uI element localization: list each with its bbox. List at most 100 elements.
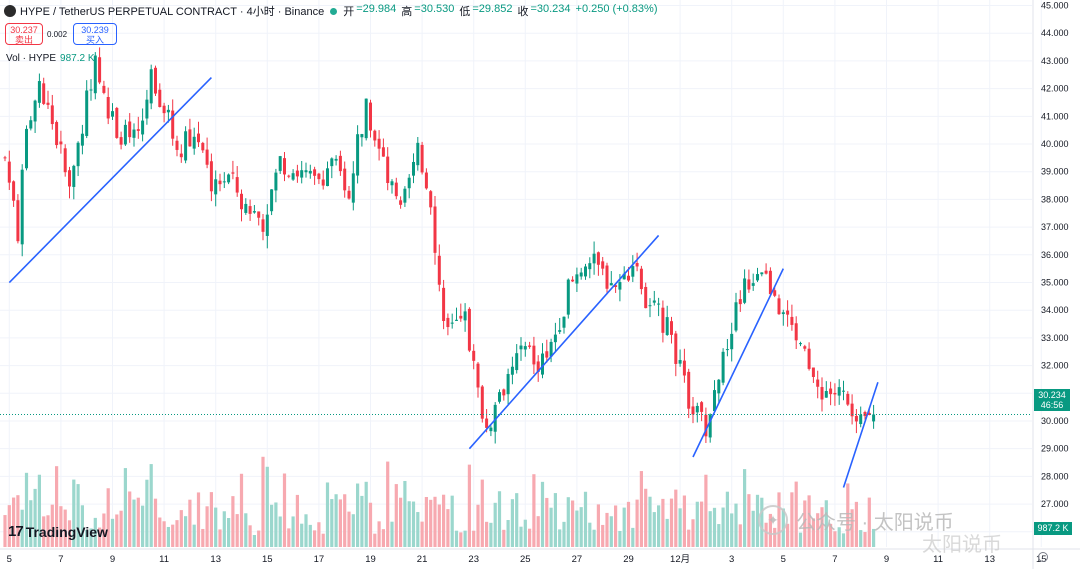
candle-body bbox=[364, 98, 368, 139]
volume-bar bbox=[687, 529, 691, 547]
volume-bar bbox=[528, 528, 532, 547]
candle-body bbox=[859, 414, 863, 425]
candle-body bbox=[455, 319, 458, 321]
candle-body bbox=[627, 275, 630, 281]
candle-body bbox=[596, 252, 600, 265]
tradingview-logo[interactable]: 17 TradingView bbox=[8, 523, 108, 540]
volume-bar bbox=[790, 492, 794, 547]
volume-bar bbox=[136, 497, 140, 547]
volume-bar bbox=[678, 508, 682, 547]
volume-bar bbox=[29, 500, 33, 547]
volume-bar bbox=[291, 516, 295, 547]
candle-body bbox=[403, 188, 407, 203]
candle-body bbox=[141, 120, 145, 135]
volume-legend[interactable]: Vol · HYPE 987.2 K bbox=[6, 53, 95, 64]
candle-body bbox=[463, 311, 467, 321]
candle-body bbox=[799, 343, 802, 345]
volume-bar bbox=[536, 516, 540, 547]
time-axis[interactable]: 5 7 9 11 13 15 17 19 21 23 25 27 29 12月 3 5 7 9 11 13 15 bbox=[0, 548, 1080, 565]
candle-body bbox=[622, 273, 626, 280]
trendline bbox=[468, 234, 660, 450]
symbol-title[interactable]: HYPE / TetherUS PERPETUAL CONTRACT · 4小时… bbox=[20, 6, 325, 18]
volume-label: Vol · HYPE bbox=[6, 53, 57, 64]
volume-bar bbox=[459, 532, 463, 547]
candle-body bbox=[115, 107, 119, 138]
volume-bar bbox=[794, 481, 798, 547]
volume-bar bbox=[450, 495, 454, 547]
volume-bar bbox=[24, 472, 29, 547]
gear-icon[interactable] bbox=[1038, 552, 1048, 562]
volume-bar bbox=[833, 531, 837, 547]
candle-body bbox=[136, 129, 140, 131]
watermark: ✦ 公众号 · 太阳说币 bbox=[758, 505, 954, 535]
candle-body bbox=[803, 346, 807, 349]
trendlines[interactable] bbox=[8, 76, 879, 488]
volume-bar bbox=[166, 526, 170, 547]
time-tick-label: 29 bbox=[623, 554, 634, 565]
volume-bar bbox=[631, 527, 635, 547]
candle-body bbox=[80, 133, 84, 146]
candle-body bbox=[734, 302, 738, 331]
candle-body bbox=[541, 353, 544, 375]
candle-body bbox=[459, 315, 463, 319]
candle-body bbox=[584, 266, 587, 277]
candle-body bbox=[751, 283, 755, 286]
volume-bar bbox=[472, 530, 476, 547]
candle-body bbox=[394, 182, 398, 197]
volume-bar bbox=[798, 532, 803, 547]
volume-bar bbox=[420, 521, 424, 547]
volume-bar bbox=[502, 529, 506, 547]
bar-countdown: 46:56 bbox=[1040, 400, 1064, 410]
candle-body bbox=[687, 371, 691, 409]
ohlc-key: 开 bbox=[343, 6, 355, 18]
volume-bar bbox=[566, 497, 570, 547]
volume-bar bbox=[571, 500, 575, 547]
volume-bar bbox=[734, 503, 738, 547]
candle-body bbox=[347, 190, 351, 199]
candle-body bbox=[515, 353, 519, 371]
volume-bar bbox=[274, 502, 278, 547]
wechat-icon: ✦ bbox=[758, 505, 788, 535]
volume-bar bbox=[811, 518, 815, 547]
candle-body bbox=[111, 111, 114, 117]
candle-body bbox=[102, 85, 106, 93]
volume-bar bbox=[63, 509, 67, 547]
volume-bar bbox=[605, 512, 609, 547]
tradingview-mark-icon: 17 bbox=[8, 523, 24, 540]
candle-body bbox=[85, 90, 89, 136]
volume-bar bbox=[321, 533, 325, 547]
volume-bar bbox=[3, 515, 7, 547]
volume-bar bbox=[661, 498, 665, 547]
candle-body bbox=[639, 268, 643, 290]
buy-button[interactable]: 30.239 买入 bbox=[73, 23, 117, 45]
candle-body bbox=[222, 181, 226, 183]
volume-bar bbox=[330, 499, 334, 547]
candle-body bbox=[123, 124, 127, 145]
volume-bar bbox=[549, 507, 553, 547]
candle-body bbox=[528, 345, 532, 347]
sell-button[interactable]: 30.237 卖出 bbox=[5, 23, 43, 45]
price-axis[interactable]: 26.00027.00028.00029.00030.00031.00032.0… bbox=[1032, 0, 1069, 569]
volume-value: 987.2 K bbox=[60, 53, 95, 64]
candle-body bbox=[373, 130, 377, 141]
candle-body bbox=[201, 142, 205, 151]
candle-body bbox=[867, 412, 871, 416]
volume-bar bbox=[55, 466, 59, 547]
volume-bar bbox=[454, 530, 459, 547]
candle-body bbox=[313, 169, 317, 176]
volume-bar bbox=[132, 499, 136, 547]
time-tick-label: 13 bbox=[210, 554, 221, 565]
volume-bar bbox=[394, 484, 398, 547]
volume-bar bbox=[601, 524, 605, 547]
candle-body bbox=[609, 283, 613, 286]
volume-bar bbox=[76, 484, 80, 547]
volume-bar bbox=[626, 501, 631, 547]
watermark-secondary: 太阳说币 bbox=[922, 528, 1002, 557]
time-tick-label: 11 bbox=[159, 554, 169, 565]
candle-body bbox=[747, 279, 751, 290]
volume-bar bbox=[708, 511, 712, 547]
candle-body bbox=[700, 402, 704, 412]
volume-bar bbox=[837, 527, 841, 547]
candle-body bbox=[188, 129, 192, 147]
